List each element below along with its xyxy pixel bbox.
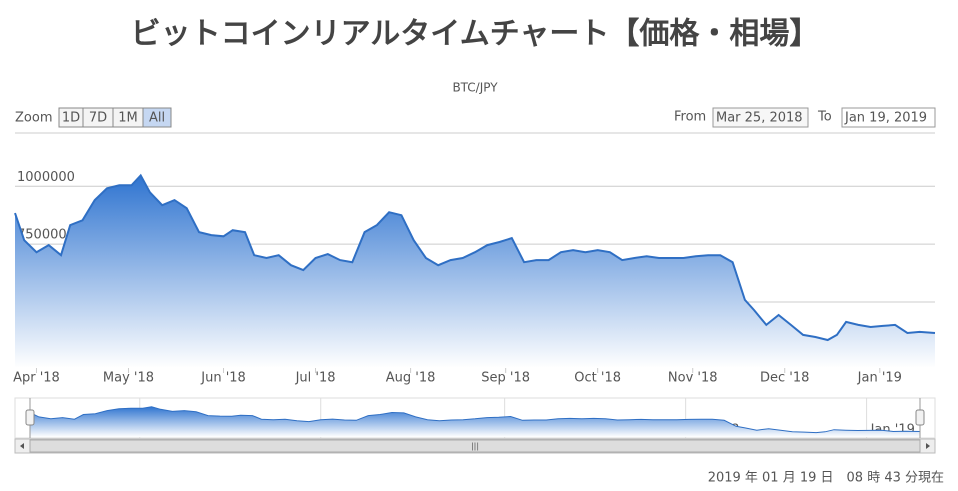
zoom-button-label[interactable]: 7D <box>89 111 107 126</box>
x-tick-label: Sep '18 <box>481 371 530 386</box>
x-tick-label: Oct '18 <box>574 371 621 386</box>
x-tick-label: May '18 <box>103 371 154 386</box>
x-tick-label: Nov '18 <box>668 371 718 386</box>
x-tick-label: Aug '18 <box>386 371 436 386</box>
scrollbar-grip: ||| <box>471 442 479 451</box>
x-tick-label: Dec '18 <box>760 371 809 386</box>
zoom-button-label[interactable]: 1M <box>118 111 138 126</box>
zoom-button[interactable] <box>142 107 172 128</box>
zoom-label: Zoom <box>15 111 52 126</box>
x-tick-label: Jul '18 <box>295 371 336 386</box>
from-input[interactable] <box>712 107 809 128</box>
x-tick-label: Jan '19 <box>857 371 902 386</box>
scrollbar-thumb[interactable] <box>29 439 921 453</box>
scroll-left[interactable] <box>20 443 24 449</box>
y-tick-label: 750000 <box>17 228 67 243</box>
navigator-area <box>30 406 920 437</box>
scroll-right[interactable] <box>926 443 930 449</box>
zoom-button-label[interactable]: 1D <box>62 111 80 126</box>
from-label: From <box>674 110 706 125</box>
zoom-button-label[interactable]: All <box>149 111 165 126</box>
to-date[interactable]: Jan 19, 2019 <box>844 111 927 126</box>
navigator-handle[interactable] <box>915 409 925 426</box>
to-label: To <box>817 110 832 125</box>
to-input[interactable] <box>841 107 936 128</box>
chart-title: ビットコインリアルタイムチャート【価格・相場】 <box>131 17 820 52</box>
series-area <box>15 175 935 368</box>
chart-subtitle: BTC/JPY <box>452 81 498 95</box>
footer-timestamp: 2019 年 01 月 19 日 08 時 43 分現在 <box>708 471 944 486</box>
y-tick-label: 1000000 <box>17 170 75 185</box>
series-line <box>14 173 936 342</box>
from-date[interactable]: Mar 25, 2018 <box>716 111 803 126</box>
x-tick-label: Apr '18 <box>13 371 60 386</box>
x-tick-label: Jun '18 <box>200 371 246 386</box>
navigator-frame <box>14 397 936 439</box>
navigator-line <box>29 406 921 434</box>
navigator-handle[interactable] <box>25 409 35 426</box>
